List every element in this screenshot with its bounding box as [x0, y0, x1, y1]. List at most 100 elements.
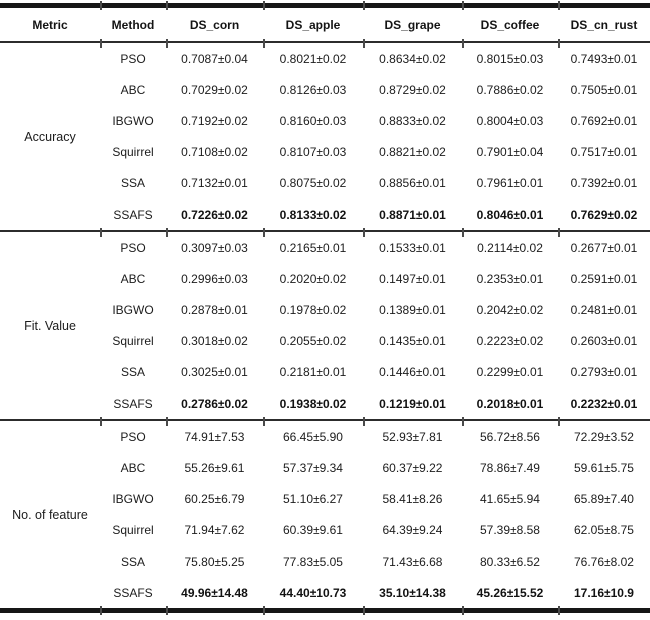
- value-cell: 0.8107±0.03: [279, 145, 347, 160]
- method-label: SSAFS: [113, 585, 153, 600]
- value-cell: 0.7087±0.04: [181, 51, 248, 66]
- column-divider-tick: [363, 1, 365, 10]
- column-divider-tick: [558, 416, 560, 426]
- table-row: SSAFS 49.96±14.48 44.40±10.73 35.10±14.38 45…: [0, 577, 650, 611]
- column-divider-tick: [166, 38, 168, 48]
- value-cell: 0.2353±0.01: [476, 271, 544, 286]
- column-header-ds-cn-rust: DS_cn_rust: [558, 5, 650, 43]
- value-cell: 60.25±6.79: [184, 492, 245, 507]
- value-cell: 0.7692±0.01: [570, 113, 638, 128]
- value-cell: 0.2793±0.01: [570, 365, 638, 380]
- table-row: ABC 0.2996±0.03 0.2020±0.02 0.1497±0.01 0.23…: [0, 263, 650, 294]
- table-row: Accuracy PSO 0.7087±0.04 0.8021±0.02 0.8634±…: [0, 42, 650, 233]
- value-cell: 0.2018±0.01: [462, 388, 558, 422]
- results-table: Metric Method DS_corn DS_apple DS_grape …: [0, 3, 650, 614]
- value-cell: 0.2232±0.01: [558, 388, 650, 422]
- method-label: PSO: [120, 51, 146, 66]
- column-divider-tick: [100, 416, 102, 426]
- value-cell: 44.40±10.73: [279, 585, 347, 600]
- value-cell: 0.8821±0.02: [379, 145, 446, 160]
- value-cell: 0.8160±0.03: [279, 113, 347, 128]
- method-label: ABC: [120, 271, 146, 286]
- table-row: No. of feature PSO 74.91±7.53 66.45±5.90 52.…: [0, 420, 650, 522]
- value-cell: 78.86±7.49: [480, 461, 540, 476]
- value-cell: 41.65±5.94: [480, 492, 540, 507]
- column-divider-tick: [558, 38, 560, 48]
- value-cell: 64.39±9.24: [382, 523, 443, 538]
- value-cell: 59.61±5.75: [574, 461, 634, 476]
- value-cell: 0.2055±0.02: [279, 334, 347, 349]
- value-cell: 0.8729±0.02: [379, 82, 446, 97]
- column-header-metric: Metric: [0, 5, 100, 43]
- column-divider-tick: [558, 227, 560, 237]
- table-row: SSA 75.80±5.25 77.83±5.05 71.43±6.68 80.33±6…: [0, 546, 650, 577]
- value-cell: 0.1938±0.02: [263, 388, 363, 422]
- table-row: Squirrel 0.3018±0.02 0.2055±0.02 0.1435±0.0…: [0, 326, 650, 357]
- metric-label: Fit. Value: [0, 231, 100, 422]
- value-cell: 0.7517±0.01: [570, 145, 638, 160]
- value-cell: 0.2299±0.01: [476, 365, 544, 380]
- table-row: SSAFS 0.7226±0.02 0.8133±0.02 0.8871±0.01 0.…: [0, 198, 650, 233]
- method-label: SSA: [120, 554, 145, 569]
- value-cell: 0.8015±0.03: [476, 51, 544, 66]
- value-cell: 0.7392±0.01: [570, 176, 638, 191]
- value-cell: 0.1978±0.02: [279, 303, 347, 318]
- value-cell: 0.8634±0.02: [379, 51, 446, 66]
- column-divider-tick: [462, 227, 464, 237]
- value-cell: 0.8133±0.02: [263, 198, 363, 233]
- column-divider-tick: [263, 227, 265, 237]
- value-cell: 0.2591±0.01: [570, 271, 638, 286]
- metric-label: No. of feature: [12, 507, 88, 522]
- value-cell: 52.93±7.81: [382, 429, 443, 444]
- value-cell: 0.1497±0.01: [379, 271, 446, 286]
- table-row: IBGWO 60.25±6.79 51.10±6.27 58.41±8.26 41.65…: [0, 484, 650, 515]
- method-label: Squirrel: [112, 145, 154, 160]
- column-divider-tick: [100, 38, 102, 48]
- table-row: SSA 0.7132±0.01 0.8075±0.02 0.8856±0.01 0.79…: [0, 168, 650, 199]
- column-divider-tick: [363, 606, 365, 616]
- table-row: ABC 55.26±9.61 57.37±9.34 60.37±9.22 78.86±7…: [0, 452, 650, 483]
- value-cell: 80.33±6.52: [480, 554, 540, 569]
- value-cell: 0.8075±0.02: [279, 176, 347, 191]
- column-header-ds-apple: DS_apple: [263, 5, 363, 43]
- method-label: IBGWO: [112, 492, 154, 507]
- value-cell: 0.2165±0.01: [279, 240, 347, 255]
- method-label: IBGWO: [112, 113, 154, 128]
- table-body: Accuracy PSO 0.7087±0.04 0.8021±0.02 0.8634±…: [0, 42, 650, 611]
- value-cell: 77.83±5.05: [283, 554, 343, 569]
- value-cell: 51.10±6.27: [283, 492, 343, 507]
- column-divider-tick: [100, 1, 102, 10]
- column-divider-tick: [263, 38, 265, 48]
- value-cell: 0.8126±0.03: [279, 82, 347, 97]
- column-divider-tick: [166, 416, 168, 426]
- method-label: SSA: [120, 176, 145, 191]
- method-label: PSO: [120, 429, 146, 444]
- value-cell: 57.37±9.34: [283, 461, 343, 476]
- header-row: Metric Method DS_corn DS_apple DS_grape …: [0, 5, 650, 43]
- column-divider-tick: [462, 416, 464, 426]
- column-divider-tick: [462, 606, 464, 616]
- table-row: SSAFS 0.2786±0.02 0.1938±0.02 0.1219±0.01 0.…: [0, 388, 650, 422]
- column-divider-tick: [558, 1, 560, 10]
- column-header-ds-coffee: DS_coffee: [462, 5, 558, 43]
- table-row: IBGWO 0.7192±0.02 0.8160±0.03 0.8833±0.02 0.…: [0, 105, 650, 136]
- method-label: ABC: [120, 82, 146, 97]
- value-cell: 0.8871±0.01: [363, 198, 462, 233]
- value-cell: 0.2181±0.01: [279, 365, 347, 380]
- value-cell: 35.10±14.38: [379, 585, 446, 600]
- column-header-method: Method: [100, 5, 166, 43]
- column-divider-tick: [558, 606, 560, 616]
- value-cell: 0.2677±0.01: [570, 240, 638, 255]
- method-label: ABC: [120, 461, 146, 476]
- value-cell: 0.7901±0.04: [476, 145, 544, 160]
- method-label: Squirrel: [112, 523, 154, 538]
- value-cell: 0.7493±0.01: [570, 51, 638, 66]
- column-divider-tick: [166, 1, 168, 10]
- value-cell: 0.7029±0.02: [181, 82, 248, 97]
- value-cell: 76.76±8.02: [574, 554, 634, 569]
- table-row: Squirrel 71.94±7.62 60.39±9.61 64.39±9.24 57…: [0, 515, 650, 546]
- value-cell: 0.2223±0.02: [476, 334, 544, 349]
- value-cell: 0.1389±0.01: [379, 303, 446, 318]
- table-row: IBGWO 0.2878±0.01 0.1978±0.02 0.1389±0.01 0.…: [0, 295, 650, 326]
- value-cell: 0.2878±0.01: [181, 303, 248, 318]
